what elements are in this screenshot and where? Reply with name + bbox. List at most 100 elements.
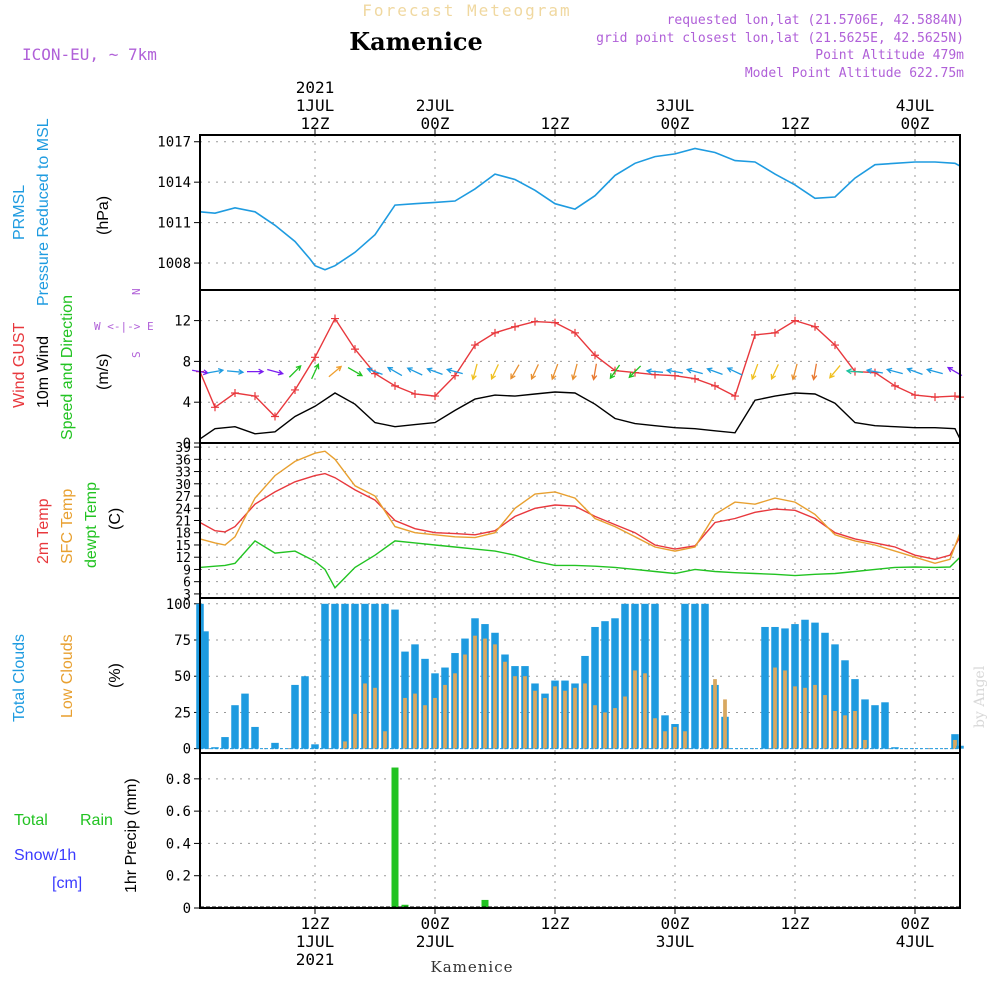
wind-ytick-label: 12: [174, 314, 191, 330]
gust-marker: [431, 392, 439, 401]
temperature-ytick-label: 27: [175, 490, 191, 505]
low-cloud-bar: [713, 679, 717, 749]
time-label-bottom: 3JUL: [656, 932, 695, 951]
total-cloud-bar: [381, 603, 389, 749]
low-cloud-bar: [373, 687, 377, 749]
time-label-top: 12Z: [301, 114, 330, 133]
precip-ytick-label: 0.4: [166, 836, 191, 852]
wind-direction-arrow: [311, 363, 320, 380]
total-cloud-bar: [841, 660, 849, 749]
time-label-bottom: 12Z: [781, 914, 810, 933]
pressure-label-1: PRMSL: [11, 185, 28, 240]
temperature-ytick-label: 36: [175, 453, 191, 468]
total-cloud-bar: [831, 644, 839, 749]
gust-marker: [491, 328, 499, 337]
time-label-top: 3JUL: [656, 96, 695, 115]
wind-direction-arrow: [591, 363, 598, 381]
wind-direction-arrow: [490, 364, 499, 381]
gust-marker: [271, 412, 279, 421]
low-cloud-bar: [423, 705, 427, 749]
low-cloud-bar: [493, 644, 497, 749]
total-cloud-bar: [201, 631, 209, 749]
gust-marker: [571, 328, 579, 337]
temp-label-dewpt: dewpt Temp: [83, 482, 100, 568]
time-label-bottom: 4JUL: [896, 932, 935, 951]
clouds-ytick-label: 25: [174, 705, 191, 721]
gust-marker: [351, 345, 359, 354]
low-cloud-bar: [803, 687, 807, 749]
panel-precip: 0 0.2 0.4 0.6 0.8: [166, 752, 961, 917]
low-cloud-bar: [793, 686, 797, 749]
time-label-bottom: 12Z: [301, 914, 330, 933]
gust-marker: [711, 381, 719, 390]
wind-direction-arrow: [628, 365, 642, 379]
time-label-bottom: 1JUL: [296, 932, 335, 951]
time-label-top: 12Z: [781, 114, 810, 133]
low-cloud-bar: [463, 654, 467, 749]
footer-location: Kamenice: [431, 958, 514, 976]
low-cloud-bar: [453, 673, 457, 749]
temp-label-2m: 2m Temp: [35, 498, 52, 564]
pressure-labels: PRMSL Pressure Reduced to MSL (hPa): [11, 118, 112, 306]
wind-ytick-label: 4: [183, 395, 191, 411]
low-cloud-bar: [723, 699, 727, 749]
clouds-ytick-label: 0: [183, 742, 191, 758]
precip-ytick-label: 0: [183, 901, 191, 917]
low-cloud-bar: [583, 683, 587, 749]
total-cloud-bar: [591, 626, 599, 749]
pressure-unit: (hPa): [95, 196, 112, 235]
pressure-ytick-label: 1008: [157, 256, 191, 272]
cloud-unit: (%): [107, 663, 124, 688]
pressure-ytick-label: 1011: [157, 216, 191, 232]
low-cloud-bar: [833, 710, 837, 749]
point-altitude: Point Altitude 479m: [815, 48, 964, 63]
low-cloud-bar: [593, 705, 597, 749]
gust-marker: [331, 314, 339, 323]
wind-direction-arrow: [445, 367, 463, 375]
wind-direction-arrow: [885, 367, 903, 375]
time-label-top: 4JUL: [896, 96, 935, 115]
low-cloud-bar: [563, 690, 567, 749]
gust-marker: [451, 371, 459, 380]
gust-marker: [931, 393, 939, 402]
wind-direction-arrow: [865, 367, 883, 374]
requested-coords: requested lon,lat (21.5706E, 42.5884N): [667, 13, 964, 28]
gust-marker: [291, 385, 299, 394]
cloud-labels: Total Clouds Low Clouds (%): [11, 634, 124, 722]
precip-frame: [199, 752, 961, 909]
panel-wind: 0 4 8 12: [174, 289, 964, 452]
wind-direction-arrow: [471, 363, 478, 381]
wind-direction-arrow: [530, 364, 539, 381]
wind-direction-arrow: [811, 363, 818, 381]
total-cloud-bar: [421, 658, 429, 749]
temp-unit: (C): [107, 508, 124, 530]
wind-direction-arrow: [845, 368, 864, 375]
low-cloud-bar: [613, 708, 617, 749]
low-cloud-bar: [643, 673, 647, 749]
model-altitude: Model Point Altitude 622.75m: [745, 66, 964, 81]
total-cloud-bar: [331, 603, 339, 749]
wind-direction-arrow: [328, 365, 343, 378]
gust-marker: [891, 381, 899, 390]
total-cloud-bar: [221, 737, 229, 749]
wind-line-10m-wind: [199, 391, 961, 440]
wind-direction-arrow: [726, 367, 743, 376]
low-cloud-bar: [673, 726, 677, 749]
wind-direction-arrow: [571, 363, 578, 381]
total-cloud-bar: [701, 603, 709, 749]
total-cloud-bar: [301, 676, 309, 749]
wind-labels: Wind GUST 10m Wind Speed and Direction (…: [11, 288, 154, 440]
gust-marker: [551, 318, 559, 327]
temperature-labels: 2m Temp SFC Temp dewpt Temp (C): [35, 482, 124, 568]
wind-direction-arrow: [207, 367, 225, 374]
temperature-ytick-label: 24: [175, 502, 191, 517]
gust-marker: [511, 322, 519, 331]
compass-n: N: [130, 288, 143, 295]
gust-marker: [911, 391, 919, 400]
wind-direction-arrow: [791, 363, 798, 381]
clouds-ytick-label: 100: [166, 597, 191, 613]
low-cloud-bar: [573, 687, 577, 749]
wind-label-gust: Wind GUST: [11, 322, 28, 408]
total-cloud-bar: [801, 619, 809, 749]
